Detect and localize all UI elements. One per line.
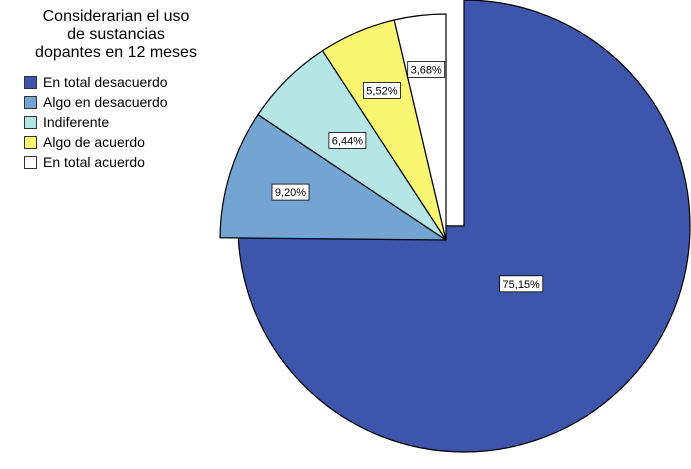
legend-label: Algo de acuerdo bbox=[43, 134, 145, 150]
pie-slice-algo-en-desacuerdo bbox=[219, 114, 447, 241]
svg-text:5,52%: 5,52% bbox=[366, 85, 397, 97]
svg-text:6,44%: 6,44% bbox=[332, 135, 363, 147]
legend-title-line-2: de sustancias bbox=[67, 26, 165, 43]
legend-title: Considerarian el uso de sustancias dopan… bbox=[0, 8, 232, 62]
legend: En total desacuerdo Algo en desacuerdo I… bbox=[24, 72, 168, 172]
legend-label: Algo en desacuerdo bbox=[43, 94, 168, 110]
legend-item-en-total-desacuerdo: En total desacuerdo bbox=[24, 72, 168, 92]
legend-swatch bbox=[24, 155, 37, 169]
legend-item-indiferente: Indiferente bbox=[24, 112, 168, 132]
legend-title-line-1: Considerarian el uso bbox=[42, 8, 190, 25]
legend-swatch bbox=[24, 115, 37, 129]
data-label-en-total-acuerdo: 3,68% bbox=[407, 61, 446, 78]
legend-label: Indiferente bbox=[43, 114, 110, 130]
legend-label: En total acuerdo bbox=[43, 154, 145, 170]
legend-swatch bbox=[24, 95, 37, 109]
legend-swatch bbox=[24, 135, 37, 149]
legend-item-en-total-acuerdo: En total acuerdo bbox=[24, 152, 168, 172]
data-label-algo-de-acuerdo: 5,52% bbox=[362, 82, 401, 99]
legend-title-line-3: dopantes en 12 meses bbox=[35, 44, 197, 61]
data-label-algo-en-desacuerdo: 9,20% bbox=[271, 183, 310, 201]
legend-item-algo-de-acuerdo: Algo de acuerdo bbox=[24, 132, 168, 152]
svg-text:75,15%: 75,15% bbox=[503, 279, 541, 291]
legend-item-algo-en-desacuerdo: Algo en desacuerdo bbox=[24, 92, 168, 112]
svg-text:9,20%: 9,20% bbox=[275, 187, 306, 199]
legend-swatch bbox=[24, 75, 37, 89]
svg-text:3,68%: 3,68% bbox=[411, 64, 442, 76]
legend-label: En total desacuerdo bbox=[43, 74, 168, 90]
data-label-en-total-desacuerdo: 75,15% bbox=[499, 275, 544, 293]
pie-slice-en-total-desacuerdo bbox=[237, 0, 691, 453]
data-label-indiferente: 6,44% bbox=[328, 131, 367, 149]
